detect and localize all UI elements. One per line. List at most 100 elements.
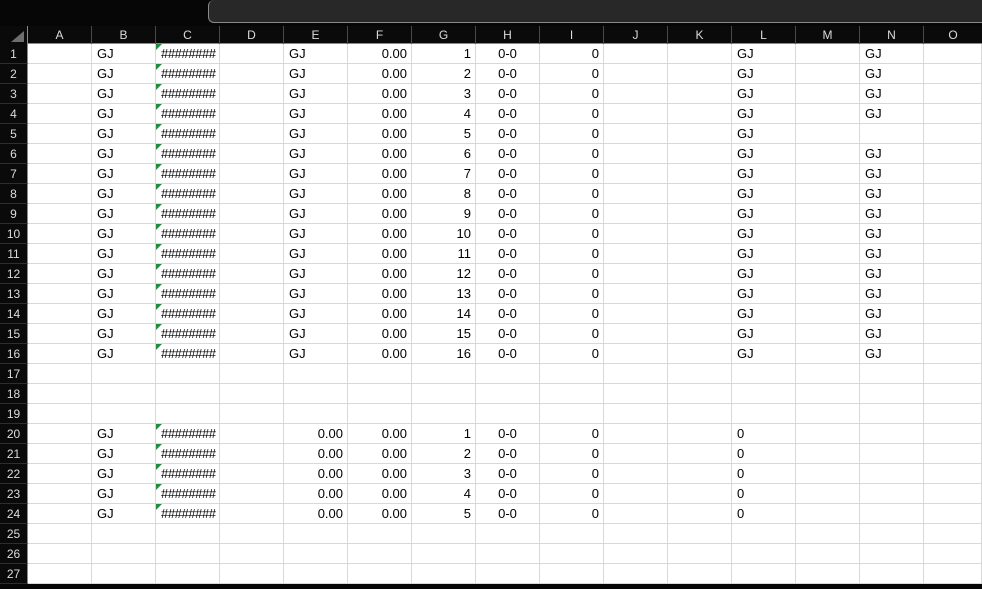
cell-D8[interactable] — [220, 184, 284, 204]
cell-L15[interactable]: GJ — [732, 324, 796, 344]
cell-L13[interactable]: GJ — [732, 284, 796, 304]
cell-D5[interactable] — [220, 124, 284, 144]
cell-D4[interactable] — [220, 104, 284, 124]
cell-M13[interactable] — [796, 284, 860, 304]
cell-B16[interactable]: GJ — [92, 344, 156, 364]
column-header-C[interactable]: C — [156, 26, 220, 44]
cell-H9[interactable]: 0-0 — [476, 204, 540, 224]
cell-H10[interactable]: 0-0 — [476, 224, 540, 244]
cell-J8[interactable] — [604, 184, 668, 204]
cell-G27[interactable] — [412, 564, 476, 584]
cell-M2[interactable] — [796, 64, 860, 84]
cell-B1[interactable]: GJ — [92, 44, 156, 64]
cell-E26[interactable] — [284, 544, 348, 564]
cell-O8[interactable] — [924, 184, 982, 204]
cell-F12[interactable]: 0.00 — [348, 264, 412, 284]
cell-G23[interactable]: 4 — [412, 484, 476, 504]
row-header-5[interactable]: 5 — [0, 124, 28, 144]
cell-K1[interactable] — [668, 44, 732, 64]
cell-D2[interactable] — [220, 64, 284, 84]
cell-D9[interactable] — [220, 204, 284, 224]
cell-E18[interactable] — [284, 384, 348, 404]
cell-O2[interactable] — [924, 64, 982, 84]
cell-E13[interactable]: GJ — [284, 284, 348, 304]
cell-D13[interactable] — [220, 284, 284, 304]
cell-B20[interactable]: GJ — [92, 424, 156, 444]
cell-C12[interactable]: ######## — [156, 264, 220, 284]
cell-I14[interactable]: 0 — [540, 304, 604, 324]
cell-H3[interactable]: 0-0 — [476, 84, 540, 104]
cell-O7[interactable] — [924, 164, 982, 184]
cell-H22[interactable]: 0-0 — [476, 464, 540, 484]
cell-G3[interactable]: 3 — [412, 84, 476, 104]
column-header-O[interactable]: O — [948, 28, 958, 42]
cell-N5[interactable] — [860, 124, 924, 144]
cell-D17[interactable] — [220, 364, 284, 384]
cell-I13[interactable]: 0 — [540, 284, 604, 304]
cell-A17[interactable] — [28, 364, 92, 384]
cell-B6[interactable]: GJ — [92, 144, 156, 164]
cell-O12[interactable] — [924, 264, 982, 284]
cell-F5[interactable]: 0.00 — [348, 124, 412, 144]
cell-C22[interactable]: ######## — [156, 464, 220, 484]
cell-I24[interactable]: 0 — [540, 504, 604, 524]
column-header-I[interactable]: I — [540, 26, 604, 44]
cell-A21[interactable] — [28, 444, 92, 464]
cell-K11[interactable] — [668, 244, 732, 264]
row-header-15[interactable]: 15 — [0, 324, 28, 344]
cell-I18[interactable] — [540, 384, 604, 404]
cell-C25[interactable] — [156, 524, 220, 544]
cell-C8[interactable]: ######## — [156, 184, 220, 204]
cell-O11[interactable] — [924, 244, 982, 264]
cell-I11[interactable]: 0 — [540, 244, 604, 264]
cell-E15[interactable]: GJ — [284, 324, 348, 344]
cell-M11[interactable] — [796, 244, 860, 264]
cell-M25[interactable] — [796, 524, 860, 544]
cell-J4[interactable] — [604, 104, 668, 124]
cell-G6[interactable]: 6 — [412, 144, 476, 164]
column-header-B[interactable]: B — [92, 26, 156, 44]
cell-J7[interactable] — [604, 164, 668, 184]
cell-E14[interactable]: GJ — [284, 304, 348, 324]
cell-N12[interactable]: GJ — [860, 264, 924, 284]
row-header-22[interactable]: 22 — [0, 464, 28, 484]
cell-H17[interactable] — [476, 364, 540, 384]
cell-G5[interactable]: 5 — [412, 124, 476, 144]
cell-C17[interactable] — [156, 364, 220, 384]
cell-B7[interactable]: GJ — [92, 164, 156, 184]
cell-F9[interactable]: 0.00 — [348, 204, 412, 224]
cell-K25[interactable] — [668, 524, 732, 544]
cell-C4[interactable]: ######## — [156, 104, 220, 124]
cell-J3[interactable] — [604, 84, 668, 104]
cell-H21[interactable]: 0-0 — [476, 444, 540, 464]
cell-O5[interactable] — [924, 124, 982, 144]
cell-L5[interactable]: GJ — [732, 124, 796, 144]
cell-H16[interactable]: 0-0 — [476, 344, 540, 364]
cell-D15[interactable] — [220, 324, 284, 344]
cell-O15[interactable] — [924, 324, 982, 344]
cell-O21[interactable] — [924, 444, 982, 464]
cell-G26[interactable] — [412, 544, 476, 564]
cell-D27[interactable] — [220, 564, 284, 584]
cell-J9[interactable] — [604, 204, 668, 224]
cell-B13[interactable]: GJ — [92, 284, 156, 304]
cell-K4[interactable] — [668, 104, 732, 124]
cell-E12[interactable]: GJ — [284, 264, 348, 284]
cell-H1[interactable]: 0-0 — [476, 44, 540, 64]
cell-B26[interactable] — [92, 544, 156, 564]
cell-I27[interactable] — [540, 564, 604, 584]
cell-F16[interactable]: 0.00 — [348, 344, 412, 364]
cell-J21[interactable] — [604, 444, 668, 464]
cell-G17[interactable] — [412, 364, 476, 384]
cell-G10[interactable]: 10 — [412, 224, 476, 244]
cell-L7[interactable]: GJ — [732, 164, 796, 184]
cell-F2[interactable]: 0.00 — [348, 64, 412, 84]
cell-C18[interactable] — [156, 384, 220, 404]
cell-D10[interactable] — [220, 224, 284, 244]
cell-O13[interactable] — [924, 284, 982, 304]
cell-N25[interactable] — [860, 524, 924, 544]
cell-K18[interactable] — [668, 384, 732, 404]
cell-M16[interactable] — [796, 344, 860, 364]
cell-D24[interactable] — [220, 504, 284, 524]
cell-A2[interactable] — [28, 64, 92, 84]
